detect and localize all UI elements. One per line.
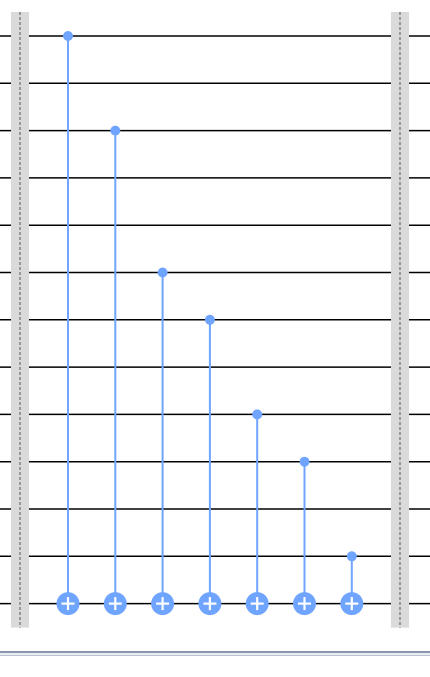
cnot-control-dot [347,551,357,561]
circuit-diagram [0,0,430,640]
cnot-gates [57,31,364,615]
cnot-control-dot [300,457,310,467]
qubit-wires [0,36,430,604]
cnot-gate-5 [293,457,316,615]
cnot-control-dot [205,315,215,325]
cnot-control-dot [63,31,73,41]
cnot-control-dot [110,126,120,136]
barrier-0 [11,12,29,628]
bottom-divider [0,651,430,656]
barrier-1 [391,12,409,628]
cnot-gate-1 [104,126,127,615]
cnot-gate-3 [198,315,221,615]
cnot-gate-6 [340,551,363,615]
cnot-control-dot [158,268,168,278]
cnot-control-dot [252,409,262,419]
cnot-gate-4 [246,409,269,615]
cnot-gate-0 [57,31,80,615]
